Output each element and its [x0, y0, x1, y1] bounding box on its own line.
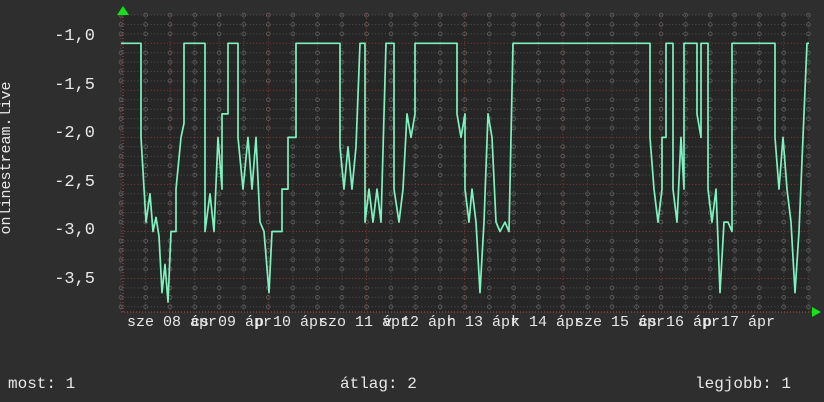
svg-text:h 13 ápr: h 13 ápr	[447, 314, 519, 331]
svg-text:legjobb: 1: legjobb: 1	[695, 375, 791, 393]
svg-text:most: 1: most: 1	[8, 375, 75, 393]
svg-text:-1,5: -1,5	[54, 76, 95, 95]
svg-text:v 12 ápr: v 12 ápr	[383, 314, 455, 331]
svg-text:p 17 ápr: p 17 ápr	[703, 314, 775, 331]
svg-text:-3,0: -3,0	[54, 221, 95, 240]
svg-text:k 14 ápr: k 14 ápr	[511, 314, 583, 331]
svg-text:-2,5: -2,5	[54, 173, 95, 192]
svg-text:átlag: 2: átlag: 2	[340, 375, 417, 393]
svg-text:p 10 ápr: p 10 ápr	[255, 314, 327, 331]
svg-text:-2,0: -2,0	[54, 124, 95, 143]
svg-text:-1,0: -1,0	[54, 27, 95, 46]
svg-text:-3,5: -3,5	[54, 270, 95, 289]
svg-text:onlinestream.live: onlinestream.live	[0, 81, 15, 234]
